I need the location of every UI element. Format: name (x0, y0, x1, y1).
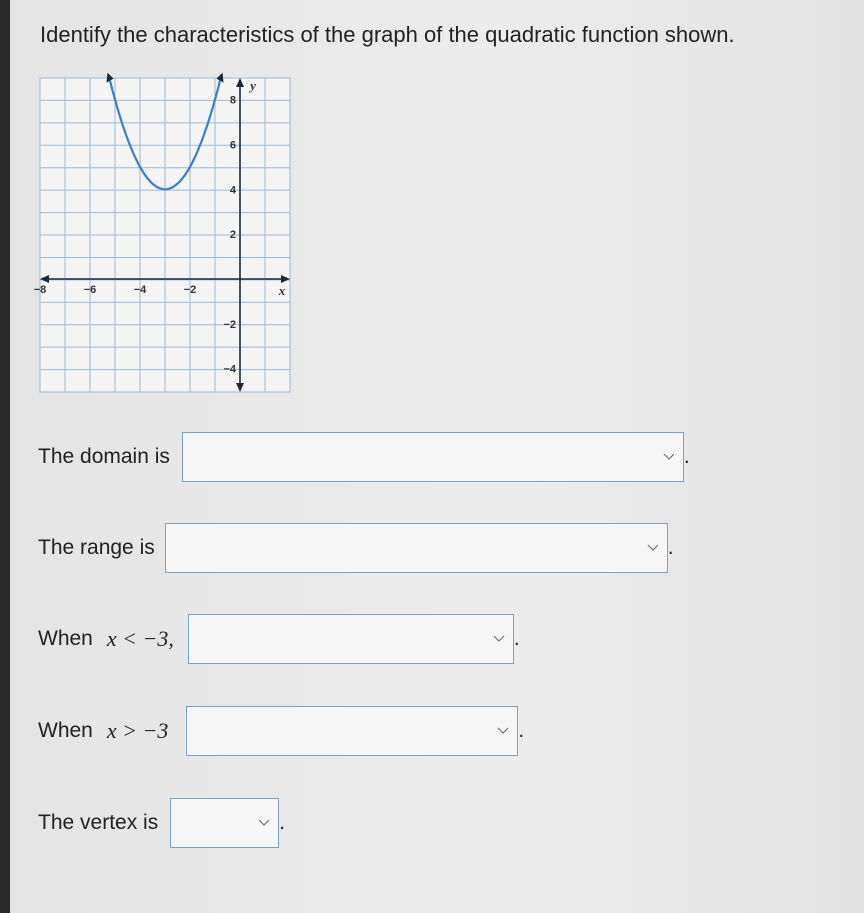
y-tick-label: −2 (223, 319, 236, 331)
period: . (518, 719, 525, 742)
question-text: When (38, 627, 93, 650)
question: The range is . (38, 523, 674, 573)
question: When x > −3 . (38, 706, 524, 756)
question-text: When (38, 719, 93, 742)
period: . (667, 536, 674, 559)
dropdown[interactable] (186, 706, 519, 756)
graph: −8 −6 −4 −2 8 6 4 2 −2 −4 x y (34, 72, 291, 393)
x-axis-label: x (278, 283, 286, 298)
dropdown[interactable] (187, 614, 514, 664)
math: x < −3, (106, 626, 174, 651)
question: When x < −3, . (38, 614, 520, 664)
question-text: The range is (38, 536, 155, 559)
x-tick-label: −4 (134, 284, 147, 296)
x-tick-label: −8 (34, 284, 47, 296)
y-tick-label: −4 (223, 364, 236, 376)
dropdown[interactable] (164, 523, 668, 573)
y-axis-label: y (248, 78, 256, 93)
edge (0, 0, 10, 913)
question: The vertex is . (38, 798, 285, 848)
question-title: Identify the characteristics of the grap… (40, 22, 735, 47)
x-tick-label: −6 (84, 284, 97, 296)
y-tick-label: 6 (230, 139, 236, 151)
y-tick-label: 2 (230, 229, 236, 241)
question-text: The vertex is (38, 811, 159, 834)
dropdown[interactable] (170, 798, 280, 848)
y-tick-label: 8 (230, 95, 236, 107)
period: . (513, 627, 520, 650)
question-text: The domain is (38, 445, 170, 468)
parabola (108, 80, 222, 191)
dropdown[interactable] (181, 432, 684, 482)
y-tick-label: 4 (230, 184, 237, 196)
question: The domain is . (38, 432, 690, 482)
period: . (683, 445, 690, 468)
period: . (279, 811, 286, 834)
math: x > −3 (106, 718, 169, 743)
x-tick-label: −2 (184, 284, 197, 296)
